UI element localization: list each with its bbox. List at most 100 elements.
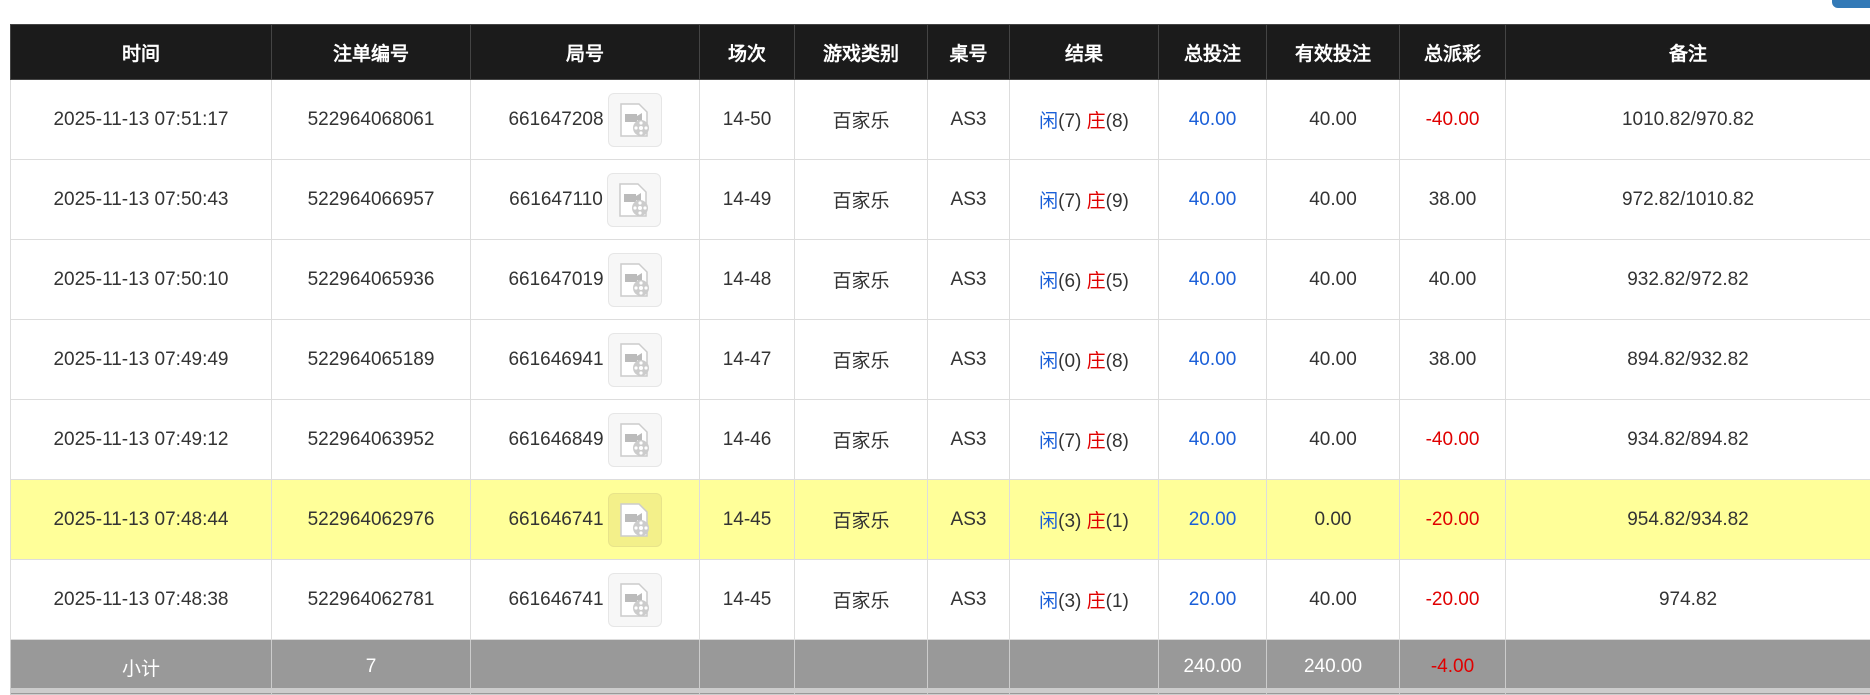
table-no-cell: AS3 (928, 480, 1010, 560)
game-type-cell: 百家乐 (795, 160, 928, 240)
banker-score: (9) (1106, 191, 1129, 212)
game-type-cell: 百家乐 (795, 80, 928, 160)
header-total-payout: 总派彩 (1400, 25, 1506, 80)
empty-cell (928, 640, 1010, 695)
shoe-cell: 14-50 (700, 80, 795, 160)
player-label: 闲 (1039, 351, 1058, 372)
result-cell: 闲(7) 庄(8) (1010, 80, 1159, 160)
header-shoe: 场次 (700, 25, 795, 80)
header-note: 备注 (1506, 25, 1870, 80)
banker-label: 庄 (1087, 351, 1106, 372)
bet-id-cell: 522964066957 (272, 160, 471, 240)
round-cell: 661647208 (471, 80, 700, 160)
player-score: (6) (1058, 271, 1081, 292)
note-cell: 932.82/972.82 (1506, 240, 1870, 320)
banker-label: 庄 (1087, 511, 1106, 532)
player-label: 闲 (1039, 111, 1058, 132)
player-score: (7) (1058, 431, 1081, 452)
table-no-cell: AS3 (928, 320, 1010, 400)
table-row: 2025-11-13 07:49:12 522964063952 6616468… (11, 400, 1870, 480)
valid-bet-cell: 40.00 (1267, 320, 1400, 400)
note-cell: 974.82 (1506, 560, 1870, 640)
shoe-cell: 14-48 (700, 240, 795, 320)
table-no-cell: AS3 (928, 80, 1010, 160)
game-type-cell: 百家乐 (795, 400, 928, 480)
player-label: 闲 (1039, 271, 1058, 292)
empty-cell (471, 640, 700, 695)
round-cell: 661646849 (471, 400, 700, 480)
video-replay-icon[interactable] (608, 573, 662, 627)
payout-cell: -20.00 (1400, 560, 1506, 640)
payout-cell: -20.00 (1400, 480, 1506, 560)
video-replay-icon[interactable] (608, 333, 662, 387)
bet-id-cell: 522964062976 (272, 480, 471, 560)
total-bet-cell: 40.00 (1159, 240, 1267, 320)
round-number: 661647110 (509, 189, 603, 210)
table-row: 2025-11-13 07:51:17 522964068061 6616472… (11, 80, 1870, 160)
banker-score: (5) (1106, 271, 1129, 292)
valid-bet-cell: 40.00 (1267, 400, 1400, 480)
banker-label: 庄 (1087, 431, 1106, 452)
game-type-cell: 百家乐 (795, 320, 928, 400)
shoe-cell: 14-45 (700, 480, 795, 560)
round-number: 661646941 (508, 349, 603, 370)
payout-cell: -40.00 (1400, 80, 1506, 160)
shoe-cell: 14-49 (700, 160, 795, 240)
table-no-cell: AS3 (928, 240, 1010, 320)
game-type-cell: 百家乐 (795, 480, 928, 560)
result-cell: 闲(0) 庄(8) (1010, 320, 1159, 400)
header-table-no: 桌号 (928, 25, 1010, 80)
top-right-button[interactable] (1832, 0, 1870, 8)
empty-cell (700, 640, 795, 695)
table-header: 时间注单编号局号场次游戏类别桌号结果总投注有效投注总派彩备注 (11, 25, 1870, 80)
time-cell: 2025-11-13 07:48:44 (11, 480, 272, 560)
video-replay-icon[interactable] (608, 413, 662, 467)
banker-label: 庄 (1087, 271, 1106, 292)
time-cell: 2025-11-13 07:50:43 (11, 160, 272, 240)
subtotal-label: 小计 (11, 640, 272, 695)
shoe-cell: 14-46 (700, 400, 795, 480)
video-replay-icon[interactable] (608, 93, 662, 147)
note-cell: 894.82/932.82 (1506, 320, 1870, 400)
banker-label: 庄 (1087, 191, 1106, 212)
shoe-cell: 14-47 (700, 320, 795, 400)
valid-bet-cell: 40.00 (1267, 240, 1400, 320)
round-cell: 661646741 (471, 560, 700, 640)
video-replay-icon[interactable] (608, 493, 662, 547)
round-number: 661646741 (508, 589, 603, 610)
table-no-cell: AS3 (928, 400, 1010, 480)
result-cell: 闲(3) 庄(1) (1010, 560, 1159, 640)
game-type-cell: 百家乐 (795, 560, 928, 640)
result-cell: 闲(7) 庄(9) (1010, 160, 1159, 240)
player-score: (3) (1058, 591, 1081, 612)
player-score: (3) (1058, 511, 1081, 532)
bet-id-cell: 522964065189 (272, 320, 471, 400)
valid-bet-cell: 0.00 (1267, 480, 1400, 560)
total-bet-cell: 40.00 (1159, 400, 1267, 480)
player-score: (7) (1058, 191, 1081, 212)
table-row: 2025-11-13 07:50:43 522964066957 6616471… (11, 160, 1870, 240)
header-round: 局号 (471, 25, 700, 80)
banker-score: (8) (1106, 351, 1129, 372)
player-score: (0) (1058, 351, 1081, 372)
table-no-cell: AS3 (928, 160, 1010, 240)
valid-bet-cell: 40.00 (1267, 80, 1400, 160)
table-no-cell: AS3 (928, 560, 1010, 640)
payout-cell: -40.00 (1400, 400, 1506, 480)
time-cell: 2025-11-13 07:48:38 (11, 560, 272, 640)
banker-label: 庄 (1087, 111, 1106, 132)
table-row: 2025-11-13 07:49:49 522964065189 6616469… (11, 320, 1870, 400)
result-cell: 闲(7) 庄(8) (1010, 400, 1159, 480)
banker-score: (8) (1106, 431, 1129, 452)
total-bet-cell: 40.00 (1159, 80, 1267, 160)
video-replay-icon[interactable] (607, 173, 661, 227)
video-replay-icon[interactable] (608, 253, 662, 307)
valid-bet-cell: 40.00 (1267, 560, 1400, 640)
total-bet-cell: 20.00 (1159, 560, 1267, 640)
banker-score: (8) (1106, 111, 1129, 132)
bet-id-cell: 522964063952 (272, 400, 471, 480)
total-bet-cell: 20.00 (1159, 480, 1267, 560)
divider (10, 688, 1870, 693)
subtotal-total-bet: 240.00 (1159, 640, 1267, 695)
